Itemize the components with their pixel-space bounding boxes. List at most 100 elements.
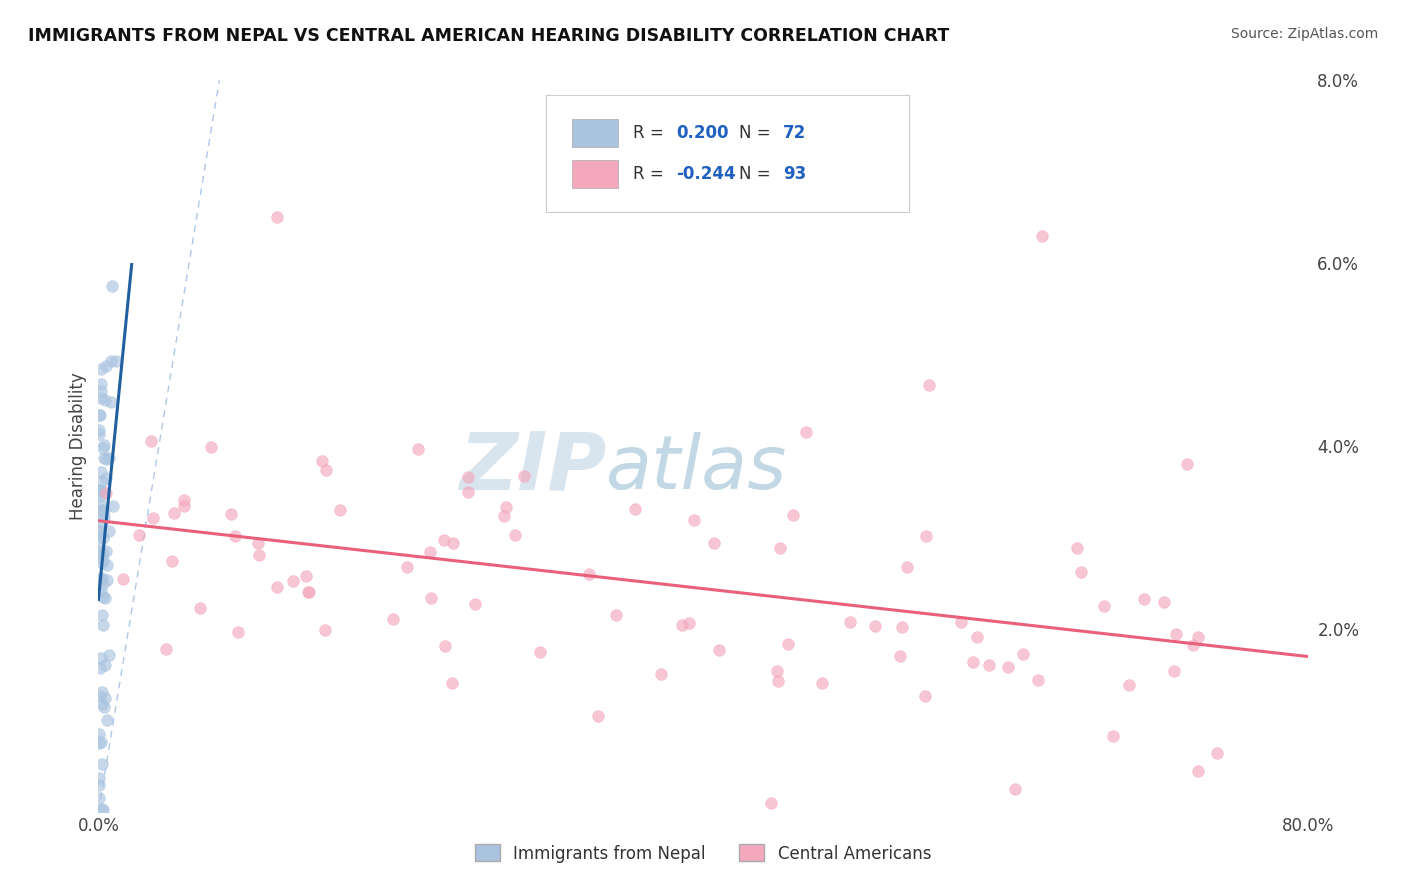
Point <box>464 597 486 611</box>
Point <box>915 529 938 543</box>
Point <box>90 584 112 599</box>
Point <box>495 500 517 514</box>
Point <box>1132 591 1154 606</box>
Point <box>96 713 118 727</box>
Point <box>87 524 110 539</box>
Point <box>962 655 984 669</box>
Point <box>90 571 112 585</box>
Point <box>623 502 645 516</box>
Point <box>90 376 112 391</box>
Point <box>89 426 111 441</box>
Point <box>91 803 114 817</box>
Point <box>101 499 124 513</box>
Point <box>513 469 536 483</box>
Point <box>93 591 115 606</box>
Point <box>1118 678 1140 692</box>
Point <box>160 554 183 568</box>
Point <box>1066 541 1088 556</box>
Point <box>917 377 939 392</box>
Point <box>1206 746 1229 760</box>
Point <box>890 620 912 634</box>
Point <box>89 790 111 805</box>
Point <box>1187 764 1209 778</box>
Point <box>1092 599 1115 613</box>
Text: atlas: atlas <box>606 432 787 504</box>
Point <box>173 500 195 514</box>
Point <box>89 504 111 518</box>
Point <box>90 384 112 399</box>
Point <box>94 451 117 466</box>
Point <box>87 535 110 549</box>
Point <box>93 658 115 673</box>
Point <box>433 533 456 547</box>
Point <box>671 617 693 632</box>
Point <box>96 558 118 573</box>
Point <box>683 513 706 527</box>
Point <box>93 509 115 524</box>
Point <box>93 503 115 517</box>
Text: R =: R = <box>633 165 669 183</box>
Point <box>91 608 114 623</box>
Point <box>529 645 551 659</box>
Text: Source: ZipAtlas.com: Source: ZipAtlas.com <box>1230 27 1378 41</box>
Point <box>441 535 464 549</box>
Text: N =: N = <box>740 165 776 183</box>
Point <box>1166 627 1188 641</box>
FancyBboxPatch shape <box>572 119 619 147</box>
Point <box>997 660 1019 674</box>
Point <box>100 279 122 293</box>
Point <box>1026 673 1049 687</box>
Point <box>315 463 337 477</box>
Point <box>200 441 222 455</box>
Point <box>769 541 792 556</box>
Point <box>433 639 456 653</box>
Point <box>97 648 120 663</box>
Point <box>139 434 162 448</box>
Point <box>93 699 115 714</box>
Point <box>492 508 515 523</box>
Point <box>1163 664 1185 678</box>
Point <box>1031 228 1053 243</box>
Point <box>281 574 304 588</box>
Point <box>1153 594 1175 608</box>
Text: IMMIGRANTS FROM NEPAL VS CENTRAL AMERICAN HEARING DISABILITY CORRELATION CHART: IMMIGRANTS FROM NEPAL VS CENTRAL AMERICA… <box>28 27 949 45</box>
Point <box>91 441 114 455</box>
Legend: Immigrants from Nepal, Central Americans: Immigrants from Nepal, Central Americans <box>468 838 938 869</box>
Point <box>1187 630 1209 644</box>
Point <box>419 591 441 605</box>
Point <box>266 211 288 225</box>
Point <box>90 474 112 488</box>
Point <box>104 353 127 368</box>
Point <box>1004 781 1026 796</box>
Point <box>90 685 112 699</box>
Point <box>914 689 936 703</box>
Point <box>810 675 832 690</box>
Point <box>90 515 112 529</box>
Point <box>419 545 441 559</box>
Point <box>586 709 609 723</box>
Point <box>89 771 111 785</box>
Point <box>173 492 195 507</box>
Point <box>90 465 112 479</box>
Point <box>93 553 115 567</box>
Point <box>89 483 111 497</box>
Point <box>266 580 288 594</box>
Point <box>90 735 112 749</box>
Point <box>896 559 918 574</box>
Point <box>98 450 121 465</box>
Text: ZIP: ZIP <box>458 429 606 507</box>
Point <box>249 548 271 562</box>
Point <box>91 802 114 816</box>
Point <box>93 451 115 466</box>
Point <box>87 778 110 792</box>
Point <box>950 615 973 629</box>
Point <box>90 483 112 498</box>
Point <box>94 690 117 705</box>
Point <box>329 503 352 517</box>
Point <box>650 666 672 681</box>
Point <box>90 503 112 517</box>
Point <box>776 637 799 651</box>
Point <box>96 471 118 485</box>
Point <box>93 531 115 545</box>
Point <box>440 675 463 690</box>
